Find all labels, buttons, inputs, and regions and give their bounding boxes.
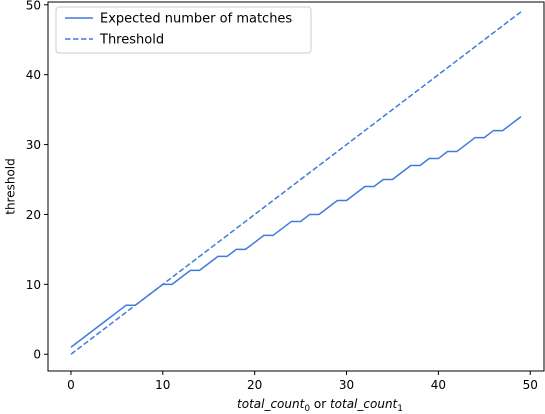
- x-axis-label-part-a-sub: 0: [304, 404, 310, 414]
- series-line-expected-matches: [70, 116, 522, 348]
- series-layer: [70, 11, 522, 355]
- x-axis-label-part-a: total_count: [237, 397, 306, 411]
- y-axis-ticks: 0 10 20 30 40 50: [26, 0, 48, 362]
- y-tick-label: 40: [26, 68, 41, 82]
- x-axis-label-part-b-sub: 1: [397, 404, 403, 414]
- x-tick-label: 50: [523, 378, 538, 392]
- x-axis-label-part-b: total_count: [330, 397, 399, 411]
- x-tick-label: 20: [247, 378, 262, 392]
- y-tick-label: 50: [26, 0, 41, 12]
- legend-label-threshold: Threshold: [99, 33, 164, 48]
- legend-box: [55, 6, 312, 54]
- y-tick-label: 10: [26, 278, 41, 292]
- x-axis-label: total_count0 or total_count1: [237, 397, 403, 414]
- x-axis-label-or: or: [310, 397, 330, 411]
- y-tick-label: 30: [26, 138, 41, 152]
- x-tick-label: 0: [67, 378, 75, 392]
- y-tick-label: 20: [26, 208, 41, 222]
- x-axis-ticks: 0 10 20 30 40 50: [67, 371, 538, 392]
- x-tick-label: 40: [431, 378, 446, 392]
- x-tick-label: 30: [339, 378, 354, 392]
- y-tick-label: 0: [33, 348, 41, 362]
- y-axis-label: threshold: [4, 158, 18, 215]
- plot-frame: [47, 1, 545, 372]
- legend-label-expected: Expected number of matches: [100, 12, 292, 27]
- x-tick-label: 10: [155, 378, 170, 392]
- legend: Expected number of matches Threshold: [55, 6, 312, 54]
- series-line-threshold: [70, 11, 522, 355]
